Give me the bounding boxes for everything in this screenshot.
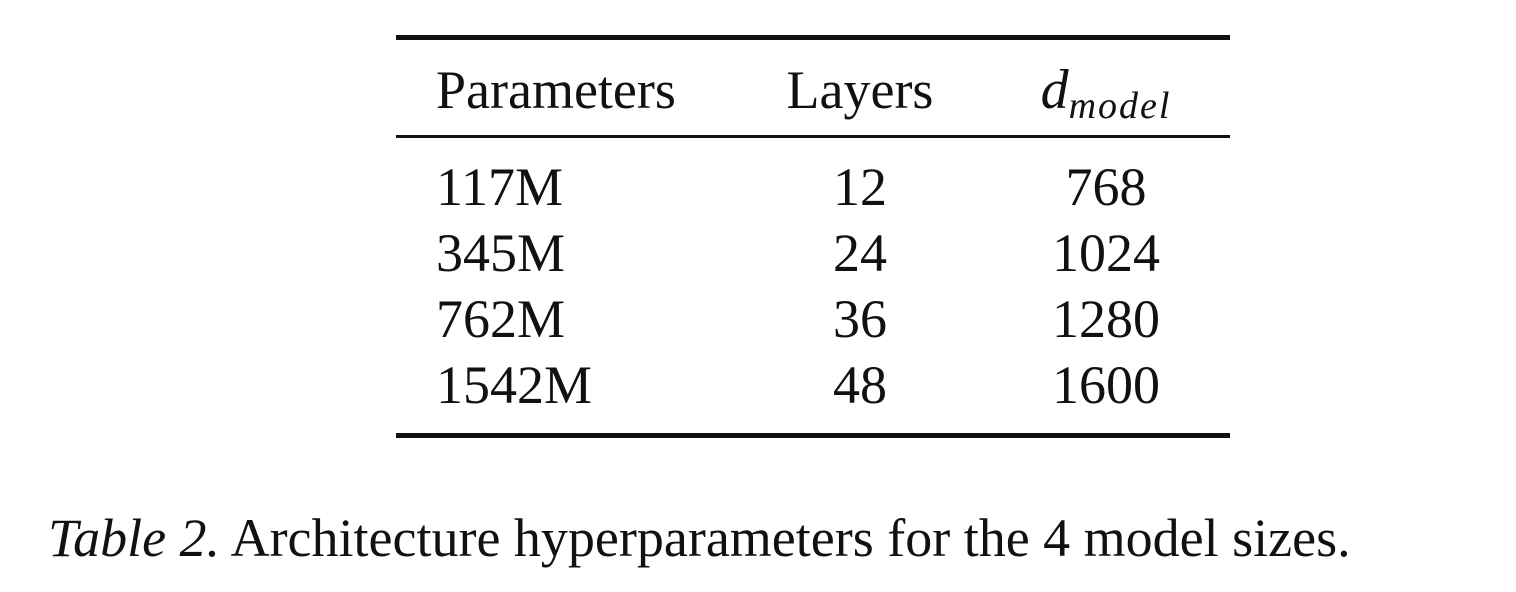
cell-parameters: 117M bbox=[436, 157, 564, 217]
cell-layers: 36 bbox=[833, 289, 887, 349]
cell-dmodel: 768 bbox=[1065, 157, 1147, 217]
header-dmodel-base: d bbox=[1040, 59, 1069, 121]
cell-layers: 48 bbox=[833, 355, 887, 415]
cell-parameters: 1542M bbox=[436, 355, 593, 415]
cell-parameters: 345M bbox=[436, 223, 566, 283]
caption-text: Architecture hyperparameters for the 4 m… bbox=[230, 508, 1351, 568]
header-layers: Layers bbox=[786, 60, 934, 120]
cell-dmodel: 1024 bbox=[1052, 223, 1160, 283]
cell-parameters: 762M bbox=[436, 289, 566, 349]
cell-layers: 24 bbox=[833, 223, 887, 283]
table-header-rule bbox=[396, 135, 1230, 138]
header-dmodel: dmodel bbox=[1016, 62, 1196, 127]
header-parameters: Parameters bbox=[436, 60, 676, 120]
header-dmodel-subscript: model bbox=[1068, 85, 1172, 127]
cell-dmodel: 1280 bbox=[1052, 289, 1160, 349]
table-caption: Table 2. Architecture hyperparameters fo… bbox=[48, 508, 1351, 568]
caption-label: Table 2. bbox=[48, 508, 221, 568]
cell-dmodel: 1600 bbox=[1052, 355, 1160, 415]
table-top-rule bbox=[396, 35, 1230, 40]
cell-layers: 12 bbox=[833, 157, 887, 217]
table-bottom-rule bbox=[396, 433, 1230, 438]
